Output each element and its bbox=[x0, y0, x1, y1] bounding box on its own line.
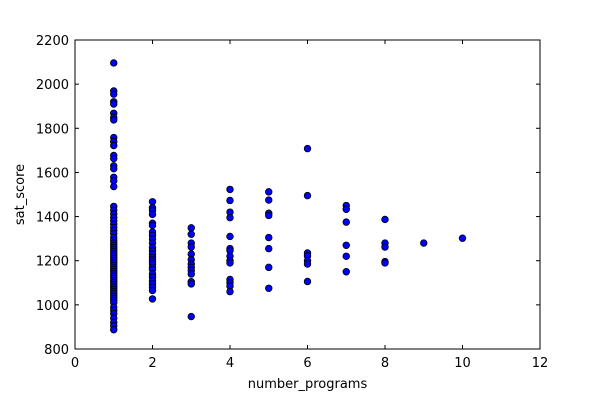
data-point bbox=[226, 259, 234, 267]
data-points bbox=[110, 59, 467, 334]
data-point bbox=[110, 90, 118, 98]
data-point bbox=[342, 268, 350, 276]
data-point bbox=[381, 259, 389, 267]
data-point bbox=[110, 154, 118, 163]
data-point bbox=[303, 260, 312, 268]
data-point bbox=[342, 205, 350, 213]
data-point bbox=[381, 243, 389, 251]
data-point bbox=[110, 100, 118, 108]
data-point bbox=[303, 191, 312, 200]
x-tick-label: 8 bbox=[381, 356, 389, 371]
x-tick-label: 12 bbox=[532, 356, 549, 371]
data-point bbox=[187, 243, 195, 251]
data-point bbox=[226, 196, 234, 205]
y-tick-label: 2200 bbox=[36, 34, 69, 49]
y-tick-label: 800 bbox=[44, 343, 69, 358]
x-axis-label: number_programs bbox=[248, 377, 368, 392]
data-point bbox=[381, 215, 389, 224]
x-tick-label: 10 bbox=[454, 356, 471, 371]
y-tick-label: 1600 bbox=[36, 166, 69, 181]
data-point bbox=[110, 182, 118, 191]
data-point bbox=[303, 277, 312, 286]
data-point bbox=[226, 185, 234, 194]
y-axis-label: sat_score bbox=[13, 164, 28, 225]
data-point bbox=[226, 213, 234, 222]
data-point bbox=[148, 295, 157, 303]
x-tick-label: 2 bbox=[148, 356, 156, 371]
plot-area bbox=[74, 39, 541, 350]
data-point bbox=[265, 284, 273, 293]
data-point bbox=[265, 263, 273, 272]
data-point bbox=[226, 232, 234, 241]
data-point bbox=[226, 287, 234, 296]
y-tick-label: 1200 bbox=[36, 255, 69, 270]
data-point bbox=[187, 312, 195, 321]
data-point bbox=[420, 239, 428, 247]
data-point bbox=[187, 270, 195, 278]
data-point bbox=[187, 280, 195, 288]
data-point bbox=[110, 326, 118, 334]
y-tick-label: 1400 bbox=[36, 211, 69, 226]
data-point bbox=[265, 244, 273, 253]
y-tick-label: 1800 bbox=[36, 122, 69, 137]
data-point bbox=[148, 286, 157, 295]
data-point bbox=[342, 241, 350, 249]
data-point bbox=[187, 230, 195, 238]
data-point bbox=[303, 144, 312, 153]
y-tick-label: 1000 bbox=[36, 299, 69, 314]
data-point bbox=[148, 221, 157, 230]
data-point bbox=[342, 218, 350, 226]
y-tick-label: 2000 bbox=[36, 78, 69, 93]
x-tick-label: 4 bbox=[226, 356, 234, 371]
data-point bbox=[265, 196, 273, 204]
data-point bbox=[110, 116, 118, 124]
data-point bbox=[458, 234, 467, 242]
x-tick-label: 6 bbox=[303, 356, 311, 371]
data-point bbox=[110, 164, 118, 173]
data-point bbox=[265, 233, 273, 242]
data-point bbox=[110, 141, 118, 150]
data-point bbox=[148, 210, 157, 219]
data-point bbox=[265, 211, 273, 220]
data-point bbox=[342, 252, 350, 260]
x-tick-label: 0 bbox=[71, 356, 79, 371]
data-point bbox=[110, 59, 118, 67]
data-point bbox=[187, 224, 195, 232]
data-point bbox=[265, 188, 273, 196]
axis-ticks: 0 2 4 6 8 10 12 800 1000 1200 1400 1600 1800 2000 2200 bbox=[36, 34, 548, 371]
